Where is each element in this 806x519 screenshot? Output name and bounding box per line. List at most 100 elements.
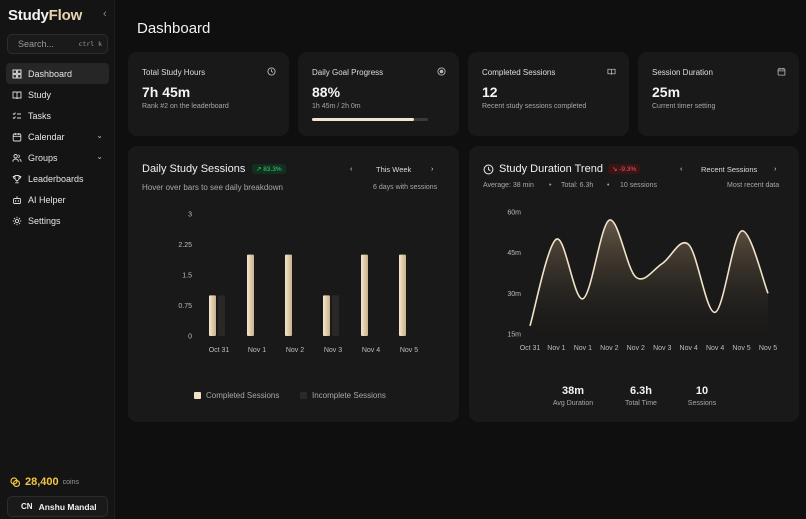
period-label: This Week [376, 165, 412, 174]
calendar-icon [777, 67, 786, 76]
completed-bar[interactable] [285, 254, 292, 336]
next-sessions-button[interactable]: › [774, 164, 777, 173]
duration-trend-card: Study Duration Trend ↘ -9.3% ‹ Recent Se… [469, 146, 799, 422]
trend-period-label: Recent Sessions [701, 165, 758, 174]
trend-sessions: 10 sessions [620, 182, 657, 189]
search-shortcut: ctrl k [78, 40, 102, 48]
trend-change-badge: ↘ -9.3% [608, 164, 641, 174]
sidebar-item-study[interactable]: Study [6, 84, 109, 105]
grid-icon [12, 69, 22, 78]
stat-value: 88% [312, 84, 341, 100]
stat-subtitle: Current timer setting [652, 103, 716, 110]
daily-subtitle: Hover over bars to see daily breakdown [142, 183, 283, 192]
goal-progress-bar [312, 118, 428, 121]
x-tick-label: Nov 4 [706, 345, 724, 352]
incomplete-bar[interactable] [332, 295, 339, 336]
clock-icon [267, 67, 276, 76]
x-tick-label: Nov 2 [627, 345, 645, 352]
brand-logo[interactable]: StudyFlow [8, 7, 83, 24]
x-tick-label: Nov 2 [600, 345, 618, 352]
completed-bar[interactable] [247, 254, 254, 336]
x-tick-label: Oct 31 [209, 347, 230, 354]
completed-bar[interactable] [209, 295, 216, 336]
prev-sessions-button[interactable]: ‹ [680, 164, 683, 173]
daily-sessions-chart: 3 2.25 1.5 0.75 0 Oct 31 Nov 1 Nov 2 Nov 3 Nov 4 N… [178, 212, 418, 355]
x-tick-label: Oct 31 [520, 345, 541, 352]
sidebar-item-tasks[interactable]: Tasks [6, 105, 109, 126]
stat-value: 12 [482, 84, 498, 100]
sidebar-item-label: Calendar [28, 131, 65, 142]
sidebar-item-dashboard[interactable]: Dashboard [6, 63, 109, 84]
sidebar-item-ai-helper[interactable]: AI Helper [6, 189, 109, 210]
chevron-down-icon: ⌄ [96, 152, 103, 161]
sidebar-item-groups[interactable]: Groups ⌄ [6, 147, 109, 168]
summary-avg-duration: 38m Avg Duration [552, 385, 594, 407]
stat-title: Daily Goal Progress [312, 68, 384, 77]
users-icon [12, 153, 22, 162]
y-tick-label: 60m [507, 210, 521, 217]
sidebar-item-label: AI Helper [28, 194, 66, 205]
bot-icon [13, 195, 21, 204]
search-input[interactable]: Search... ctrl k [7, 34, 108, 54]
sidebar-item-label: Leaderboards [28, 173, 84, 184]
page-title: Dashboard [137, 20, 211, 37]
collapse-sidebar-icon[interactable]: ‹ [103, 8, 107, 20]
duration-line[interactable] [529, 219, 769, 327]
completed-bar[interactable] [361, 254, 368, 336]
stat-card-completed-sessions: Completed Sessions 12 Recent study sessi… [468, 52, 629, 136]
x-tick-label: Nov 5 [400, 347, 418, 354]
incomplete-bar[interactable] [218, 295, 225, 336]
next-week-button[interactable]: › [431, 164, 434, 173]
x-tick-label: Nov 1 [248, 347, 266, 354]
coins-unit: coins [62, 478, 79, 486]
completed-bar[interactable] [399, 254, 406, 336]
search-placeholder: Search... [18, 39, 55, 49]
x-tick-label: Nov 4 [362, 347, 380, 354]
trend-average: Average: 38 min [483, 182, 534, 189]
x-tick-label: Nov 5 [732, 345, 750, 352]
summary-sessions: 10 Sessions [687, 385, 717, 407]
user-name: Anshu Mandal [38, 501, 97, 512]
x-tick-label: Nov 3 [653, 345, 671, 352]
summary-total-time: 6.3h Total Time [625, 385, 657, 407]
stat-title: Completed Sessions [482, 68, 556, 77]
x-tick-label: Nov 1 [574, 345, 592, 352]
stat-subtitle: 1h 45m / 2h 0m [312, 103, 361, 110]
y-tick-label: 0.75 [178, 303, 192, 310]
chevron-down-icon: ⌄ [96, 131, 103, 140]
stat-card-session-duration: Session Duration 25m Current timer setti… [638, 52, 799, 136]
stat-card-goal-progress: Daily Goal Progress 88% 1h 45m / 2h 0m [298, 52, 459, 136]
legend-completed: Completed Sessions [194, 385, 279, 403]
coins-icon [10, 477, 20, 487]
sidebar-item-settings[interactable]: Settings [6, 210, 109, 231]
checklist-icon [12, 111, 21, 119]
sidebar-item-leaderboards[interactable]: Leaderboards [6, 168, 109, 189]
x-tick-label: Nov 2 [286, 347, 304, 354]
goal-progress-fill [312, 118, 415, 121]
prev-week-button[interactable]: ‹ [350, 164, 353, 173]
completed-bar[interactable] [323, 295, 330, 336]
sidebar-item-calendar[interactable]: Calendar ⌄ [6, 126, 109, 147]
stat-title: Session Duration [652, 68, 713, 77]
sidebar-item-label: Dashboard [28, 68, 73, 79]
stat-subtitle: Recent study sessions completed [482, 103, 587, 110]
gear-icon [12, 216, 22, 225]
sidebar-item-label: Settings [28, 215, 61, 226]
duration-trend-chart: 60m 45m 30m 15m Oct 31 Nov 1 Nov 1 Nov 2 Nov 2 No… [507, 210, 777, 353]
daily-note: 6 days with sessions [373, 184, 438, 191]
daily-change-badge: ↗ 83.3% [252, 164, 286, 174]
duration-area [530, 219, 768, 334]
user-profile-button[interactable]: CN Anshu Mandal [7, 496, 108, 517]
sidebar-nav: Dashboard Study Tasks Calendar ⌄ Groups ⌄ Leade… [6, 63, 109, 231]
x-tick-label: Nov 4 [680, 345, 698, 352]
sidebar-item-label: Study [28, 89, 52, 100]
y-tick-label: 0 [188, 334, 192, 341]
target-icon [437, 67, 446, 76]
trophy-icon [12, 174, 22, 183]
daily-sessions-card: Daily Study Sessions ↗ 83.3% ‹ This Week… [128, 146, 459, 422]
stat-subtitle: Rank #2 on the leaderboard [142, 103, 229, 110]
y-tick-label: 45m [507, 250, 521, 257]
trend-note: Most recent data [727, 182, 780, 189]
bullet-separator: • [549, 182, 552, 189]
x-tick-label: Nov 1 [547, 345, 565, 352]
